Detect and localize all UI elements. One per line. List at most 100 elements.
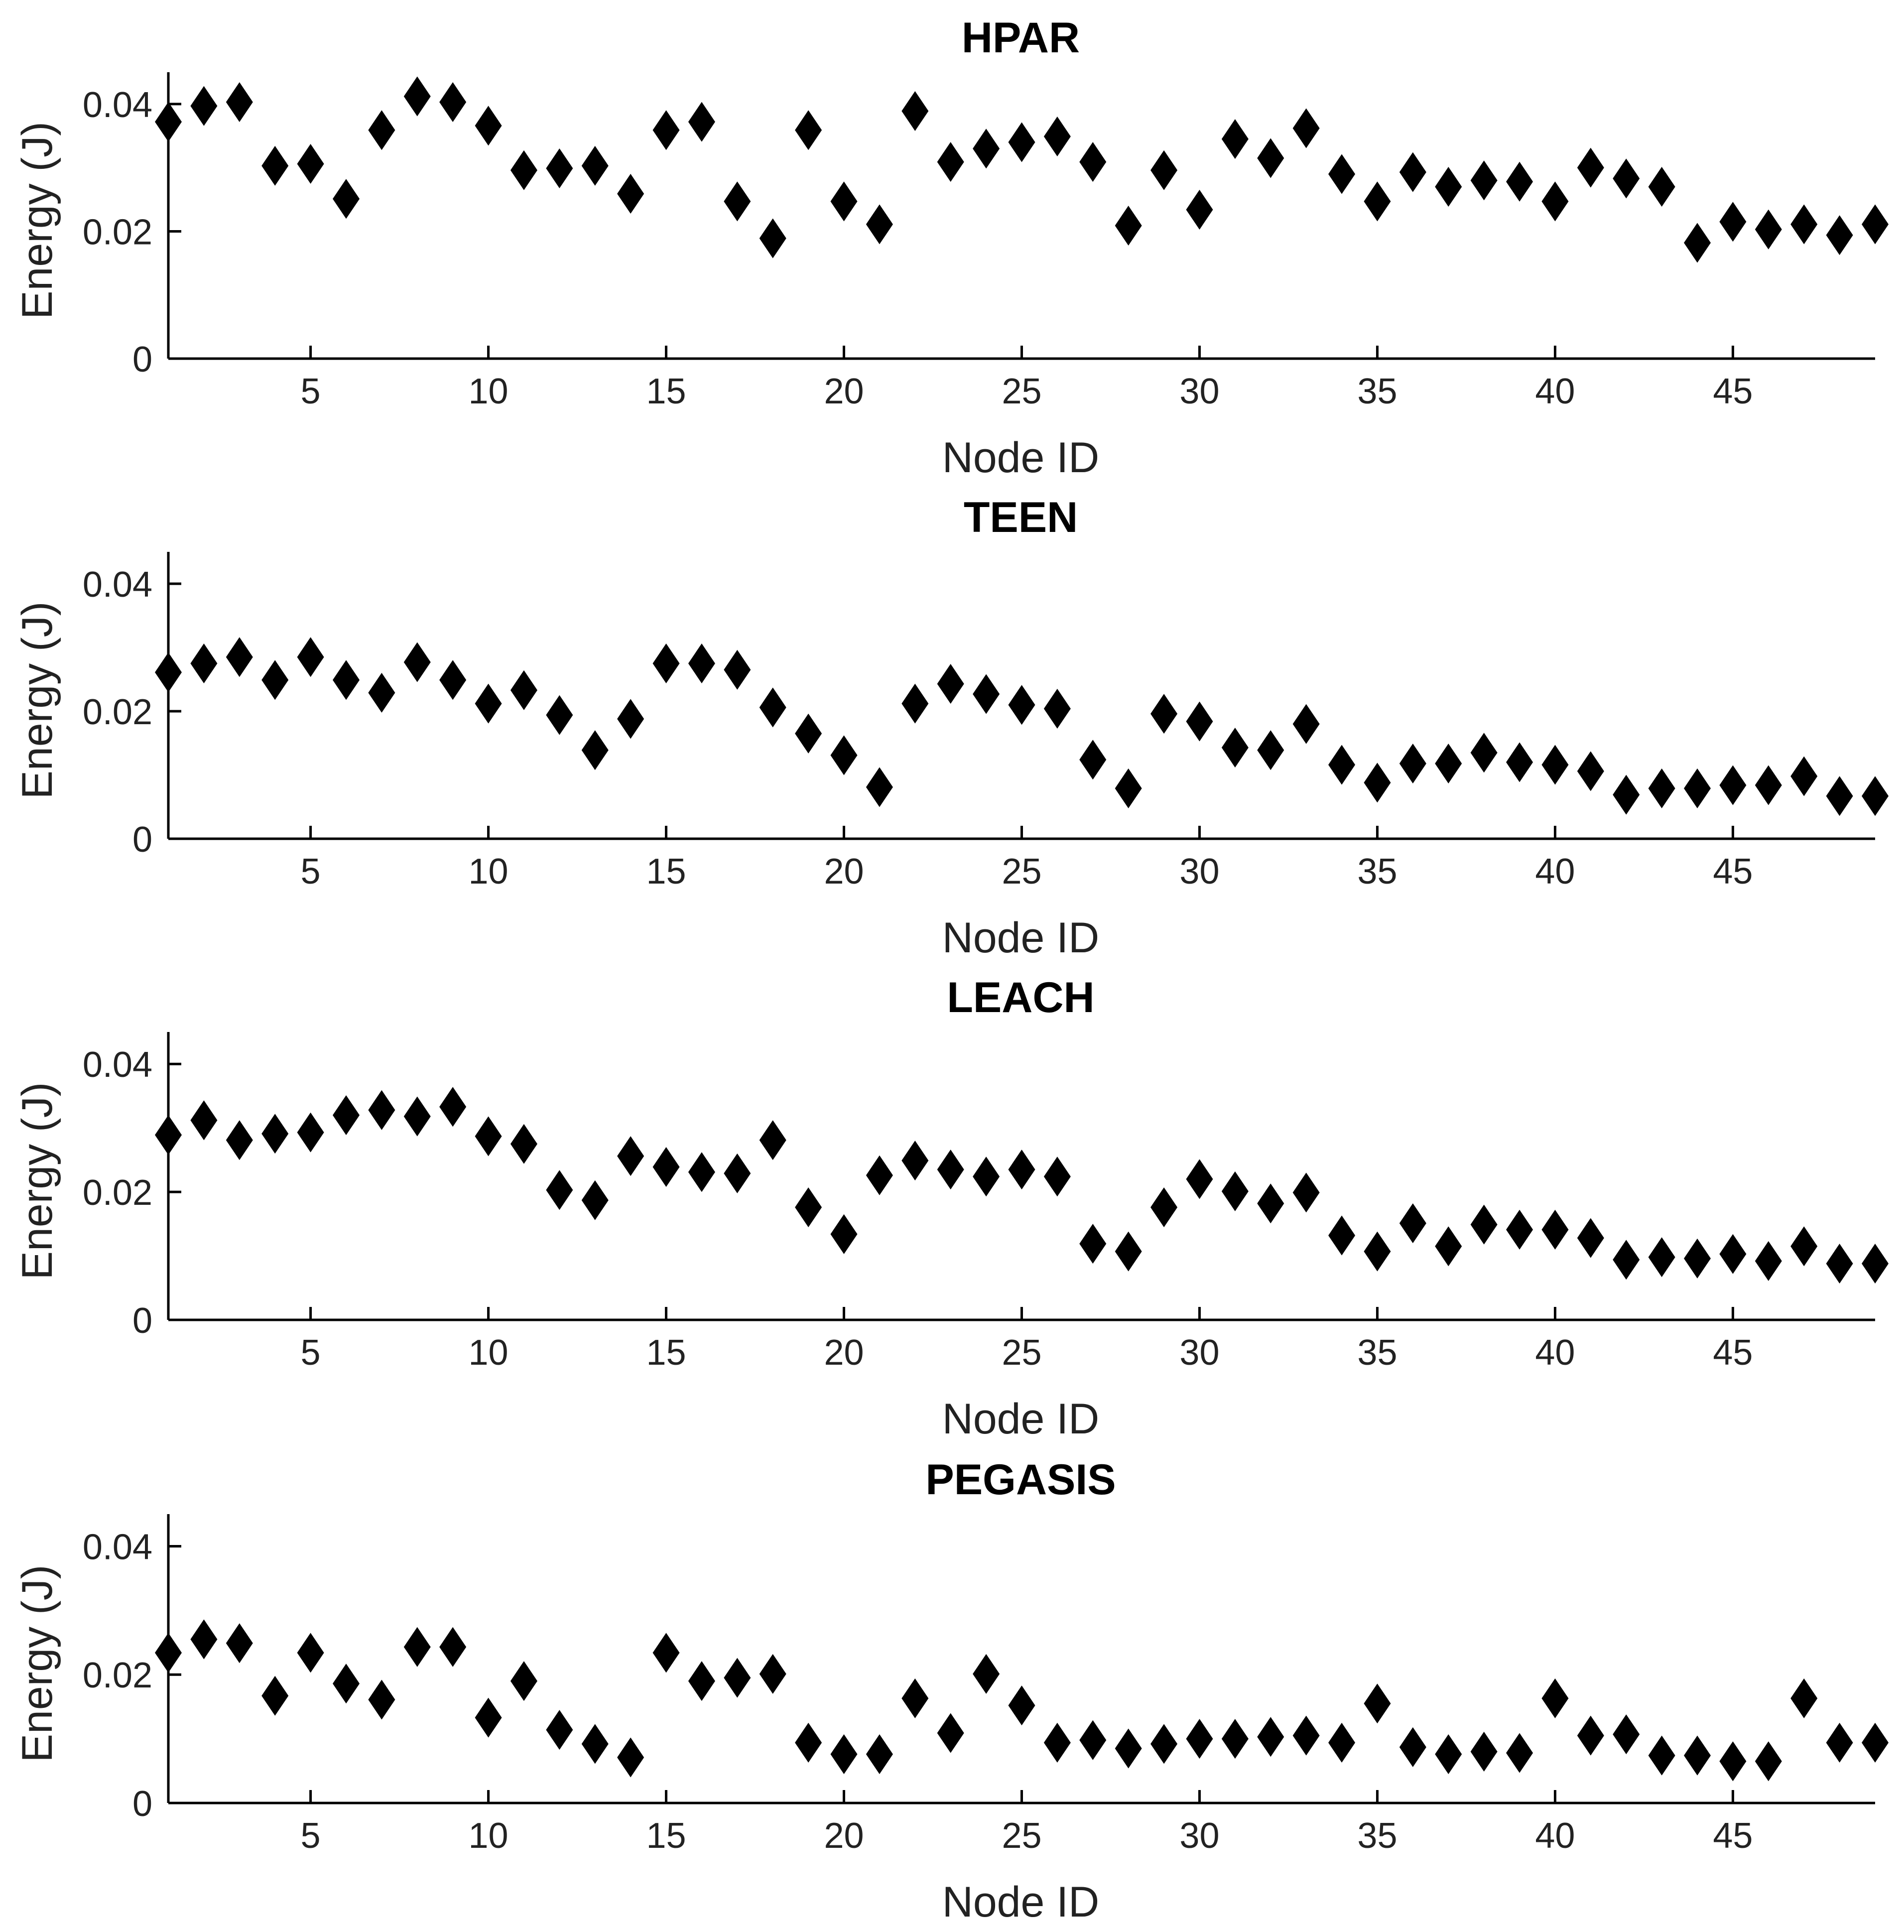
data-point-diamond bbox=[1648, 167, 1675, 207]
x-tick-label: 40 bbox=[1535, 1333, 1575, 1373]
data-point-diamond bbox=[546, 148, 573, 188]
data-point-diamond bbox=[510, 150, 537, 190]
data-point-diamond bbox=[795, 110, 822, 150]
data-point-diamond bbox=[155, 102, 182, 142]
data-point-diamond bbox=[226, 82, 253, 123]
x-tick-label: 20 bbox=[824, 1333, 864, 1373]
data-point-diamond bbox=[617, 174, 644, 214]
data-point-diamond bbox=[617, 1136, 644, 1176]
chart-title: PEGASIS bbox=[925, 1456, 1116, 1504]
data-point-diamond bbox=[1470, 160, 1498, 201]
data-point-diamond bbox=[1115, 1231, 1142, 1272]
data-point-diamond bbox=[581, 1180, 609, 1220]
data-point-diamond bbox=[617, 699, 644, 739]
data-point-diamond bbox=[1292, 108, 1320, 148]
data-point-diamond bbox=[1613, 1714, 1640, 1755]
y-tick-label: 0.02 bbox=[83, 1173, 152, 1213]
data-point-diamond bbox=[759, 1654, 786, 1694]
data-point-diamond bbox=[581, 730, 609, 771]
data-point-diamond bbox=[510, 1661, 537, 1701]
data-point-diamond bbox=[1470, 733, 1498, 773]
data-point-diamond bbox=[475, 683, 502, 724]
data-point-diamond bbox=[1862, 1722, 1889, 1763]
x-tick-label: 10 bbox=[469, 852, 508, 892]
chart-panel-3: LEACH 5 10 15 20 25 30 35 40 45 0 0.02 0.04 Node ID En… bbox=[13, 974, 1889, 1443]
data-point-diamond bbox=[1150, 1187, 1178, 1227]
data-point-diamond bbox=[475, 1116, 502, 1157]
data-point-diamond bbox=[332, 1095, 360, 1135]
data-point-diamond bbox=[1790, 1226, 1818, 1267]
data-point-diamond bbox=[901, 683, 929, 724]
data-point-diamond bbox=[1221, 1719, 1249, 1759]
data-point-diamond bbox=[546, 1710, 573, 1750]
data-point-diamond bbox=[1790, 204, 1818, 245]
data-point-diamond bbox=[1790, 1678, 1818, 1718]
data-point-diamond bbox=[617, 1737, 644, 1778]
x-tick-label: 5 bbox=[301, 1816, 321, 1856]
data-point-diamond bbox=[652, 644, 680, 683]
data-point-diamond bbox=[1364, 1231, 1391, 1272]
x-tick-label: 40 bbox=[1535, 372, 1575, 411]
data-point-diamond bbox=[190, 644, 218, 683]
data-point-diamond bbox=[1719, 202, 1747, 242]
y-tick-label: 0.02 bbox=[83, 692, 152, 732]
y-axis-label: Energy (J) bbox=[13, 122, 61, 319]
data-point-diamond bbox=[1684, 1238, 1711, 1279]
y-tick-label: 0 bbox=[132, 820, 152, 860]
chart-title: LEACH bbox=[947, 974, 1094, 1022]
data-point-diamond bbox=[1826, 1243, 1853, 1284]
data-point-diamond bbox=[795, 1722, 822, 1763]
data-point-diamond bbox=[1008, 122, 1035, 162]
data-point-diamond bbox=[1257, 1717, 1284, 1757]
data-point-diamond bbox=[1648, 1735, 1675, 1776]
x-tick-label: 15 bbox=[646, 1816, 686, 1856]
data-point-diamond bbox=[261, 660, 289, 700]
data-point-diamond bbox=[1648, 1237, 1675, 1278]
data-point-diamond bbox=[1826, 776, 1853, 816]
data-point-diamond bbox=[226, 1120, 253, 1160]
data-point-diamond bbox=[795, 713, 822, 754]
data-point-diamond bbox=[403, 642, 431, 682]
data-point-diamond bbox=[652, 1633, 680, 1673]
y-tick-label: 0.02 bbox=[83, 1656, 152, 1695]
data-point-diamond bbox=[1257, 1183, 1284, 1224]
x-tick-label: 30 bbox=[1179, 372, 1219, 411]
x-axis-label: Node ID bbox=[942, 1395, 1100, 1443]
data-point-diamond bbox=[1364, 1683, 1391, 1724]
data-point-diamond bbox=[688, 102, 715, 142]
data-point-diamond bbox=[1719, 765, 1747, 805]
x-tick-label: 25 bbox=[1002, 852, 1041, 892]
chart-panel-1: HPAR 5 10 15 20 25 30 35 40 45 0 0.02 0.04 Node ID Ene… bbox=[13, 14, 1889, 482]
data-point-diamond bbox=[226, 637, 253, 677]
data-point-diamond bbox=[297, 637, 324, 677]
data-point-diamond bbox=[937, 1713, 964, 1753]
x-tick-label: 5 bbox=[301, 372, 321, 411]
data-point-diamond bbox=[652, 1147, 680, 1187]
x-tick-label: 45 bbox=[1713, 852, 1753, 892]
data-point-diamond bbox=[1292, 704, 1320, 744]
data-point-diamond bbox=[759, 687, 786, 728]
x-tick-label: 25 bbox=[1002, 372, 1041, 411]
data-point-diamond bbox=[1115, 205, 1142, 246]
data-point-diamond bbox=[368, 1679, 395, 1720]
data-point-diamond bbox=[1186, 190, 1213, 230]
data-point-diamond bbox=[1150, 150, 1178, 190]
data-point-diamond bbox=[688, 1661, 715, 1701]
data-point-diamond bbox=[1257, 138, 1284, 178]
data-point-diamond bbox=[1577, 147, 1604, 188]
chart-title: HPAR bbox=[962, 14, 1080, 62]
data-point-diamond bbox=[937, 663, 964, 704]
y-axis-label: Energy (J) bbox=[13, 1082, 61, 1280]
data-point-diamond bbox=[1221, 727, 1249, 768]
x-tick-label: 15 bbox=[646, 372, 686, 411]
y-tick-label: 0 bbox=[132, 340, 152, 380]
data-point-diamond bbox=[724, 649, 751, 690]
data-point-diamond bbox=[1755, 1241, 1782, 1281]
x-tick-label: 5 bbox=[301, 1333, 321, 1373]
data-point-diamond bbox=[1257, 730, 1284, 771]
data-point-diamond bbox=[439, 660, 467, 700]
data-point-diamond bbox=[1684, 223, 1711, 263]
y-axis-label: Energy (J) bbox=[13, 602, 61, 799]
data-point-diamond bbox=[403, 76, 431, 117]
data-point-diamond bbox=[1043, 117, 1071, 157]
